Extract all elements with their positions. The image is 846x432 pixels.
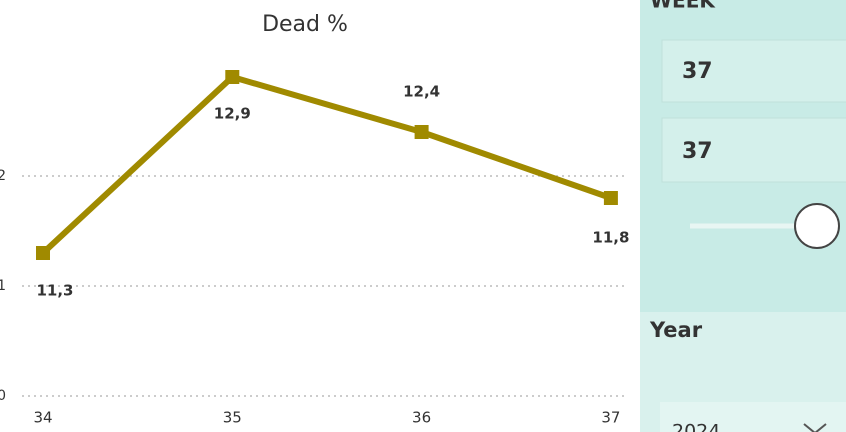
data-label: 11,8 [592,229,629,247]
data-point [414,125,429,139]
x-tick-label: 34 [33,409,52,427]
y-tick-label: 10 [0,388,6,404]
year-value: 2024 [672,421,720,432]
week-start-box[interactable] [661,39,846,103]
week-end: 37 [682,139,713,164]
week-start: 37 [682,59,713,84]
x-tick-label: 35 [223,409,242,427]
chart-title: Dead % [262,12,348,37]
slicer-panel: WEEK 37 37 Year 2024 [640,0,846,432]
data-point [603,191,618,205]
data-point [225,70,240,84]
data-point [36,246,50,260]
x-tick-label: 36 [412,409,431,427]
data-label: 12,9 [214,105,251,123]
y-tick-label: 11 [0,278,6,294]
slider-handle[interactable] [794,203,840,249]
year-title: Year [649,318,703,342]
data-label: 11,3 [36,282,73,300]
data-line [40,73,612,256]
slicer-title: WEEK [650,0,716,13]
y-tick-label: 12 [0,168,6,184]
data-label: 12,4 [403,83,440,101]
week-end-box[interactable] [661,117,846,183]
year-dropdown[interactable] [660,402,846,432]
x-tick-label: 37 [601,409,620,427]
dropdown-chevron [803,423,827,432]
